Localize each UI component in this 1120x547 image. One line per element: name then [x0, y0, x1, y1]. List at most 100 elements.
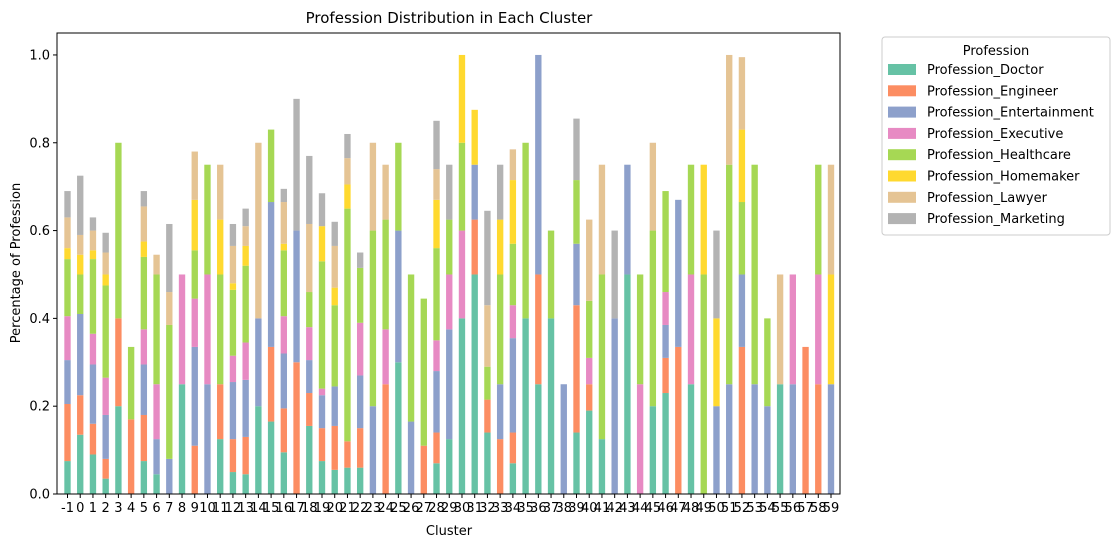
x-tick-label: 30 [454, 501, 471, 516]
bar-segment [115, 318, 122, 407]
bar-segment [89, 454, 97, 494]
bar-segment [662, 292, 669, 325]
y-tick-label: 0.8 [29, 136, 50, 151]
bar-segment [726, 164, 733, 385]
x-tick-label: 49 [695, 501, 712, 516]
bar-segment [586, 357, 593, 385]
x-tick-label: 39 [568, 501, 585, 516]
bar-segment [191, 298, 198, 347]
bar-segment [649, 406, 657, 494]
bar-segment [764, 318, 771, 407]
bar-segment [204, 274, 211, 385]
bar-segment [89, 333, 97, 365]
bar-segment [77, 234, 84, 255]
bar-segment [356, 467, 364, 494]
bar-segment [662, 324, 669, 358]
bar-segment [535, 274, 542, 385]
x-tick-label: 10 [199, 501, 216, 516]
x-tick-label: 4 [127, 501, 135, 516]
bar-segment [140, 329, 148, 365]
bar-segment [484, 305, 491, 367]
bar-segment [306, 327, 313, 361]
bar-segment [446, 439, 453, 494]
x-tick-label: 1 [89, 501, 97, 516]
x-tick-label: 27 [416, 501, 433, 516]
x-tick-label: 26 [403, 501, 420, 516]
bar-segment [229, 439, 237, 473]
bar-segment [140, 241, 148, 257]
bar-segment [306, 223, 313, 293]
bar-segment [509, 463, 517, 494]
bar-segment [726, 384, 733, 494]
bar-segment [191, 199, 198, 251]
bar-segment [102, 285, 109, 378]
bar-segment [433, 169, 440, 200]
x-tick-label: 58 [810, 501, 827, 516]
bar-segment [77, 254, 84, 275]
legend-swatch [888, 127, 916, 139]
bar-segment [471, 109, 478, 165]
x-tick-label: 36 [530, 501, 547, 516]
x-tick-label: 48 [683, 501, 700, 516]
bar-segment [827, 164, 835, 275]
bar-segment [446, 274, 453, 330]
bar-segment [166, 324, 173, 459]
bar-segment [535, 384, 542, 494]
bar-segment [496, 219, 504, 275]
bar-segment [306, 292, 313, 328]
bar-segment [484, 432, 491, 494]
bar-segment [369, 230, 377, 407]
bar-segment [102, 252, 109, 275]
bar-segment [382, 219, 389, 330]
bar-segment [229, 245, 237, 284]
bar-segment [318, 226, 326, 262]
y-axis-label: Percentage of Profession [9, 183, 24, 343]
bar-segment [293, 98, 300, 231]
bar-segment [573, 305, 580, 433]
bar-segment [306, 155, 313, 224]
bar-segment [255, 406, 262, 494]
bar-segment [458, 142, 466, 231]
bar-segment [344, 208, 351, 442]
bar-segment [306, 393, 313, 426]
x-tick-label: 22 [352, 501, 369, 516]
bar-segment [89, 217, 97, 231]
bar-segment [815, 164, 822, 275]
legend-swatch [888, 64, 916, 75]
bar-segment [153, 474, 160, 494]
bar-segment [586, 384, 593, 411]
bar-segment [356, 267, 364, 323]
bar-segment [560, 384, 567, 494]
x-tick-label: 51 [721, 501, 738, 516]
bar-segment [242, 226, 249, 246]
plot-frame [56, 32, 841, 495]
bar-segment [318, 193, 326, 227]
legend-title: Profession [963, 44, 1030, 59]
bar-segment [140, 191, 148, 207]
bar-segment [700, 164, 707, 275]
bar-segment [344, 184, 351, 209]
bar-segment [776, 384, 784, 494]
bar-segment [229, 283, 237, 290]
bar-segment [789, 384, 796, 494]
legend: Profession Profession_Doctor Profession_E… [881, 36, 1111, 236]
bar-segment [318, 461, 326, 494]
bar-segment [344, 133, 351, 159]
bar-segment [229, 223, 237, 246]
x-tick-label: 5 [140, 501, 148, 516]
bar-segment [827, 274, 835, 385]
x-tick-label: 55 [772, 501, 789, 516]
bar-segment [713, 230, 720, 319]
x-tick-label: 13 [237, 501, 254, 516]
x-tick-label: 59 [823, 501, 840, 516]
bar-segment [267, 421, 275, 494]
y-tick-label: 0.2 [29, 400, 50, 415]
bar-segment [191, 445, 198, 494]
bar-segment [624, 164, 631, 275]
bar-segment [471, 274, 478, 494]
bar-segment [751, 164, 758, 385]
bar-segment [496, 164, 504, 220]
y-axis: 0.0 0.2 0.4 0.6 0.8 1.0 [29, 48, 57, 503]
bar-segment [102, 377, 109, 415]
bar-segment [318, 388, 326, 396]
